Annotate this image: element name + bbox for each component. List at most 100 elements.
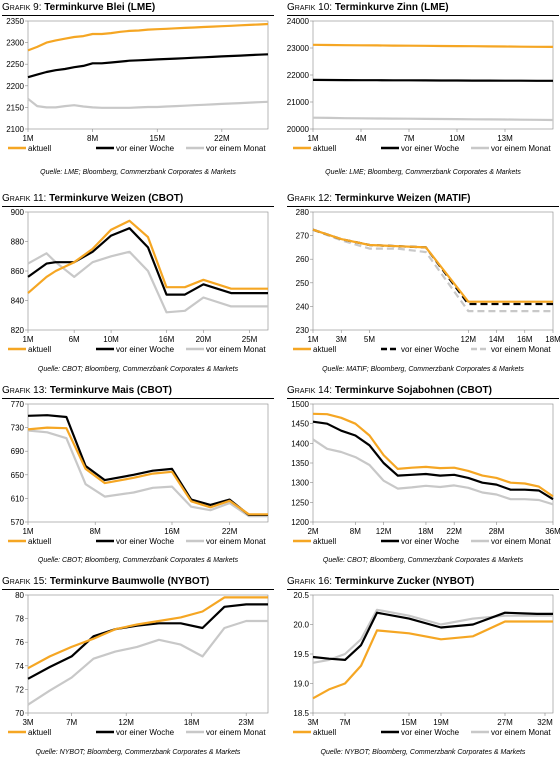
- series-line-vor-einem-monat: [27, 97, 269, 109]
- title-rule: [2, 15, 274, 16]
- legend-label: vor einer Woche: [401, 537, 460, 546]
- x-tick-label: 7M: [339, 718, 350, 727]
- x-tick-label: 1M: [22, 527, 33, 536]
- series-line-vor-einem-monat: [312, 438, 554, 506]
- plot-frame: [312, 211, 554, 331]
- x-tick-label: 8M: [87, 134, 98, 143]
- y-tick-label: 230: [296, 326, 310, 335]
- panel-grafik-14: Grafik 14: Terminkurve Sojabohnen (CBOT)…: [287, 385, 560, 570]
- chart-title: Grafik 9: Terminkurve Blei (LME): [2, 2, 156, 13]
- x-tick-label: 18M: [418, 527, 434, 536]
- series-line-aktuell: [27, 596, 268, 670]
- chart-source: Quelle: CBOT; Bloomberg, Commerzbank Cor…: [37, 557, 239, 564]
- x-tick-label: 12M: [376, 527, 392, 536]
- y-tick-label: 260: [296, 255, 310, 264]
- plot-frame: [27, 20, 269, 130]
- x-tick-label: 36M: [545, 527, 560, 536]
- chart-source: Quelle: CBOT; Bloomberg, Commerzbank Cor…: [37, 366, 239, 373]
- legend-label: vor einer Woche: [401, 345, 460, 354]
- chart-source: Quelle: LME; Bloomberg, Commerzbank Corp…: [325, 169, 521, 176]
- legend-label: aktuell: [313, 144, 336, 153]
- chart-title: Grafik 11: Terminkurve Weizen (CBOT): [2, 193, 184, 204]
- y-tick-label: 1400: [291, 439, 309, 448]
- x-tick-label: 6M: [69, 335, 80, 344]
- chart-svg: 570 610 650 690 730 770 1M 8M 16M 22M aktuell vor e…: [8, 400, 269, 546]
- x-tick-label: 16M: [517, 335, 533, 344]
- x-tick-label: 2M: [307, 527, 318, 536]
- x-tick-label: 23M: [238, 718, 254, 727]
- series-line-vor-einem-monat: [312, 608, 553, 664]
- y-tick-label: 860: [11, 267, 25, 276]
- legend-label: aktuell: [313, 537, 336, 546]
- legend-label: vor einer Woche: [401, 728, 460, 737]
- x-tick-label: 1M: [307, 335, 318, 344]
- chart-source: Quelle: MATIF; Bloomberg, Commerzbank Co…: [322, 366, 524, 373]
- x-tick-label: 7M: [66, 718, 77, 727]
- y-tick-label: 74: [15, 662, 24, 671]
- title-rule: [2, 398, 274, 399]
- x-tick-label: 20M: [196, 335, 212, 344]
- x-tick-label: 16M: [159, 335, 175, 344]
- chart-svg: 20000 21000 22000 23000 24000 1M 4M 7M 10M 13M akt…: [287, 17, 554, 153]
- x-tick-label: 7M: [403, 134, 414, 143]
- y-tick-label: 270: [296, 232, 310, 241]
- y-tick-label: 650: [11, 471, 25, 480]
- y-tick-label: 80: [15, 591, 24, 600]
- chart-svg: 18.5 19.0 19.5 20.0 20.5 3M 7M 15M 19M 27M 32M aktu…: [293, 591, 554, 737]
- series-line-vor-einer-woche: [27, 414, 268, 517]
- legend-label: vor einer Woche: [116, 728, 175, 737]
- y-tick-label: 2300: [6, 39, 24, 48]
- chart-title: Grafik 14: Terminkurve Sojabohnen (CBOT): [287, 385, 492, 396]
- title-rule: [287, 589, 559, 590]
- x-tick-label: 3M: [336, 335, 347, 344]
- y-tick-label: 72: [15, 685, 24, 694]
- x-tick-label: 13M: [497, 134, 513, 143]
- legend-label: vor einem Monat: [206, 728, 266, 737]
- title-rule: [287, 398, 559, 399]
- legend-label: aktuell: [313, 345, 336, 354]
- series-line-vor-einem-monat: [312, 228, 553, 313]
- x-tick-label: 16M: [164, 527, 180, 536]
- series-line-aktuell: [312, 43, 554, 48]
- x-tick-label: 28M: [489, 527, 505, 536]
- x-tick-label: 5M: [364, 335, 375, 344]
- x-tick-label: 18M: [184, 718, 200, 727]
- y-tick-label: 2100: [6, 125, 24, 134]
- series-line-vor-einer-woche: [312, 78, 553, 82]
- y-tick-label: 2200: [6, 82, 24, 91]
- chart-svg: 1200 1250 1300 1350 1400 1450 1500 2M 8M 12M 18M 22…: [291, 400, 560, 546]
- series-line-vor-einer-woche: [27, 53, 269, 79]
- series-line-aktuell: [312, 620, 553, 700]
- panel-grafik-11: Grafik 11: Terminkurve Weizen (CBOT) 820…: [2, 193, 274, 378]
- legend-label: vor einem Monat: [491, 537, 551, 546]
- y-tick-label: 570: [11, 518, 25, 527]
- x-tick-label: 22M: [446, 527, 462, 536]
- x-tick-label: 22M: [222, 527, 238, 536]
- chart-title: Grafik 13: Terminkurve Mais (CBOT): [2, 385, 172, 396]
- legend-label: vor einer Woche: [401, 144, 460, 153]
- series-line-aktuell: [27, 426, 268, 516]
- chart-source: Quelle: LME; Bloomberg, Commerzbank Corp…: [40, 169, 236, 176]
- legend-label: aktuell: [28, 144, 51, 153]
- series-line-vor-einem-monat: [27, 619, 268, 706]
- y-tick-label: 610: [11, 494, 25, 503]
- legend-label: vor einem Monat: [206, 537, 266, 546]
- y-tick-label: 20000: [287, 125, 310, 134]
- x-tick-label: 3M: [22, 718, 33, 727]
- plot-frame: [27, 594, 269, 714]
- x-tick-label: 25M: [242, 335, 258, 344]
- x-tick-label: 8M: [90, 527, 101, 536]
- title-rule: [2, 589, 274, 590]
- chart-source: Quelle: NYBOT; Bloomberg, Commerzbank Co…: [320, 749, 526, 756]
- y-tick-label: 22000: [287, 71, 310, 80]
- y-tick-label: 24000: [287, 17, 310, 26]
- x-tick-label: 22M: [214, 134, 230, 143]
- plot-frame: [27, 403, 269, 523]
- legend-label: vor einem Monat: [491, 144, 551, 153]
- chart-title: Grafik 16: Terminkurve Zucker (NYBOT): [287, 576, 475, 587]
- legend-label: vor einem Monat: [491, 728, 551, 737]
- y-tick-label: 770: [11, 400, 25, 409]
- chart-title: Grafik 12: Terminkurve Weizen (MATIF): [287, 193, 471, 204]
- series-line-aktuell: [312, 228, 553, 303]
- y-tick-label: 1300: [291, 479, 309, 488]
